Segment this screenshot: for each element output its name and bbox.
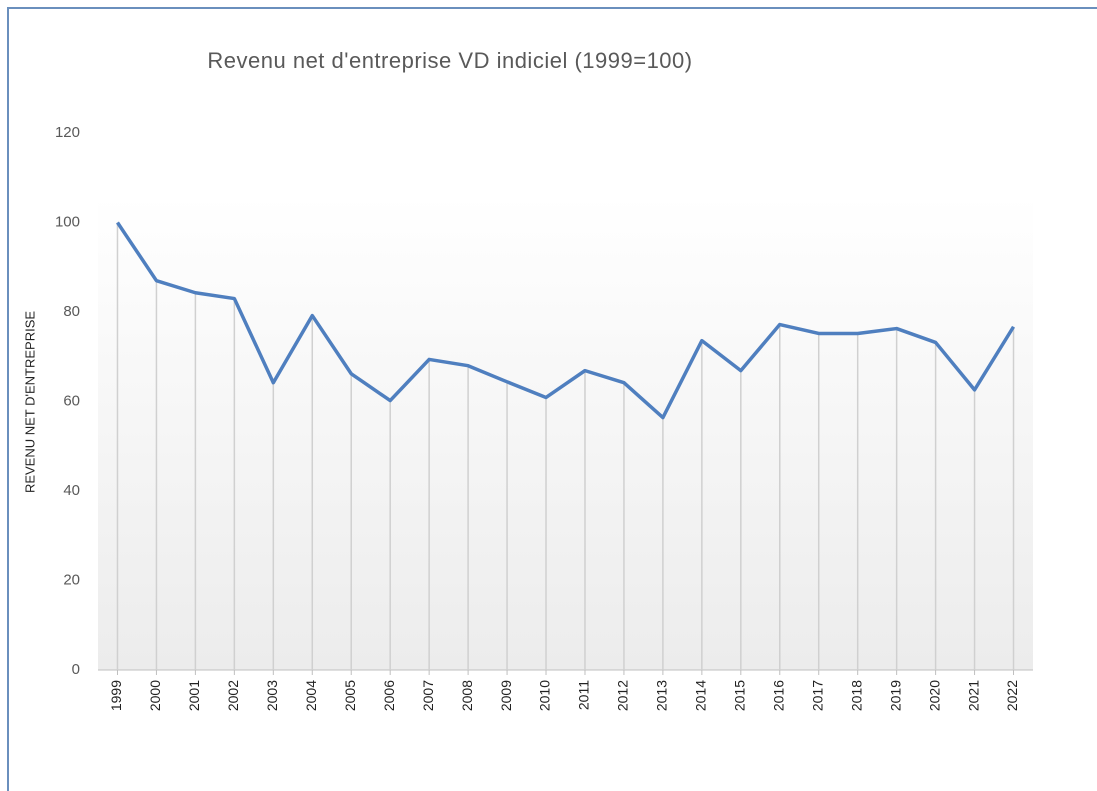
x-tick-label: 2021 <box>965 680 981 711</box>
y-tick-label: 80 <box>63 303 80 320</box>
frame <box>7 7 1097 791</box>
y-tick-label: 40 <box>63 482 80 499</box>
data-line <box>116 221 1016 420</box>
x-tick-label: 2000 <box>147 680 163 711</box>
x-tick-label: 2008 <box>459 680 475 711</box>
y-tick-label: 60 <box>63 392 80 409</box>
y-tick-label: 0 <box>72 661 80 678</box>
y-tick-label: 120 <box>55 124 80 141</box>
x-tick-label: 2001 <box>186 680 202 711</box>
x-tick-label: 2019 <box>887 680 903 711</box>
x-tick-label: 2004 <box>303 680 319 711</box>
x-tick-label: 2020 <box>926 680 942 711</box>
x-tick-label: 2003 <box>264 680 280 711</box>
x-tick-label: 2009 <box>498 680 514 711</box>
y-tick-label: 20 <box>63 571 80 588</box>
x-tick-label: 2013 <box>654 680 670 711</box>
x-tick-label: 2002 <box>225 680 241 711</box>
x-tick-label: 2011 <box>576 680 592 710</box>
x-tick-label: 2012 <box>615 680 631 711</box>
x-tick-label: 2022 <box>1004 680 1020 711</box>
x-tick-label: 2007 <box>420 680 436 711</box>
x-tick-label: 2005 <box>342 680 358 711</box>
x-tick-label: 2015 <box>732 680 748 711</box>
plot-background <box>98 195 1033 670</box>
x-tick-label: 2006 <box>381 680 397 711</box>
y-tick-label: 100 <box>55 213 80 230</box>
y-axis-label: REVENU NET D'ENTREPRISE <box>22 311 37 493</box>
x-tick-label: 2017 <box>809 680 825 711</box>
x-tick-label: 2018 <box>848 680 864 711</box>
chart-title: Revenu net d'entreprise VD indiciel (199… <box>207 48 692 73</box>
x-tick-label: 2010 <box>537 680 553 711</box>
x-tick-label: 2014 <box>693 680 709 711</box>
x-tick-label: 1999 <box>108 680 124 711</box>
x-tick-label: 2016 <box>770 680 786 711</box>
